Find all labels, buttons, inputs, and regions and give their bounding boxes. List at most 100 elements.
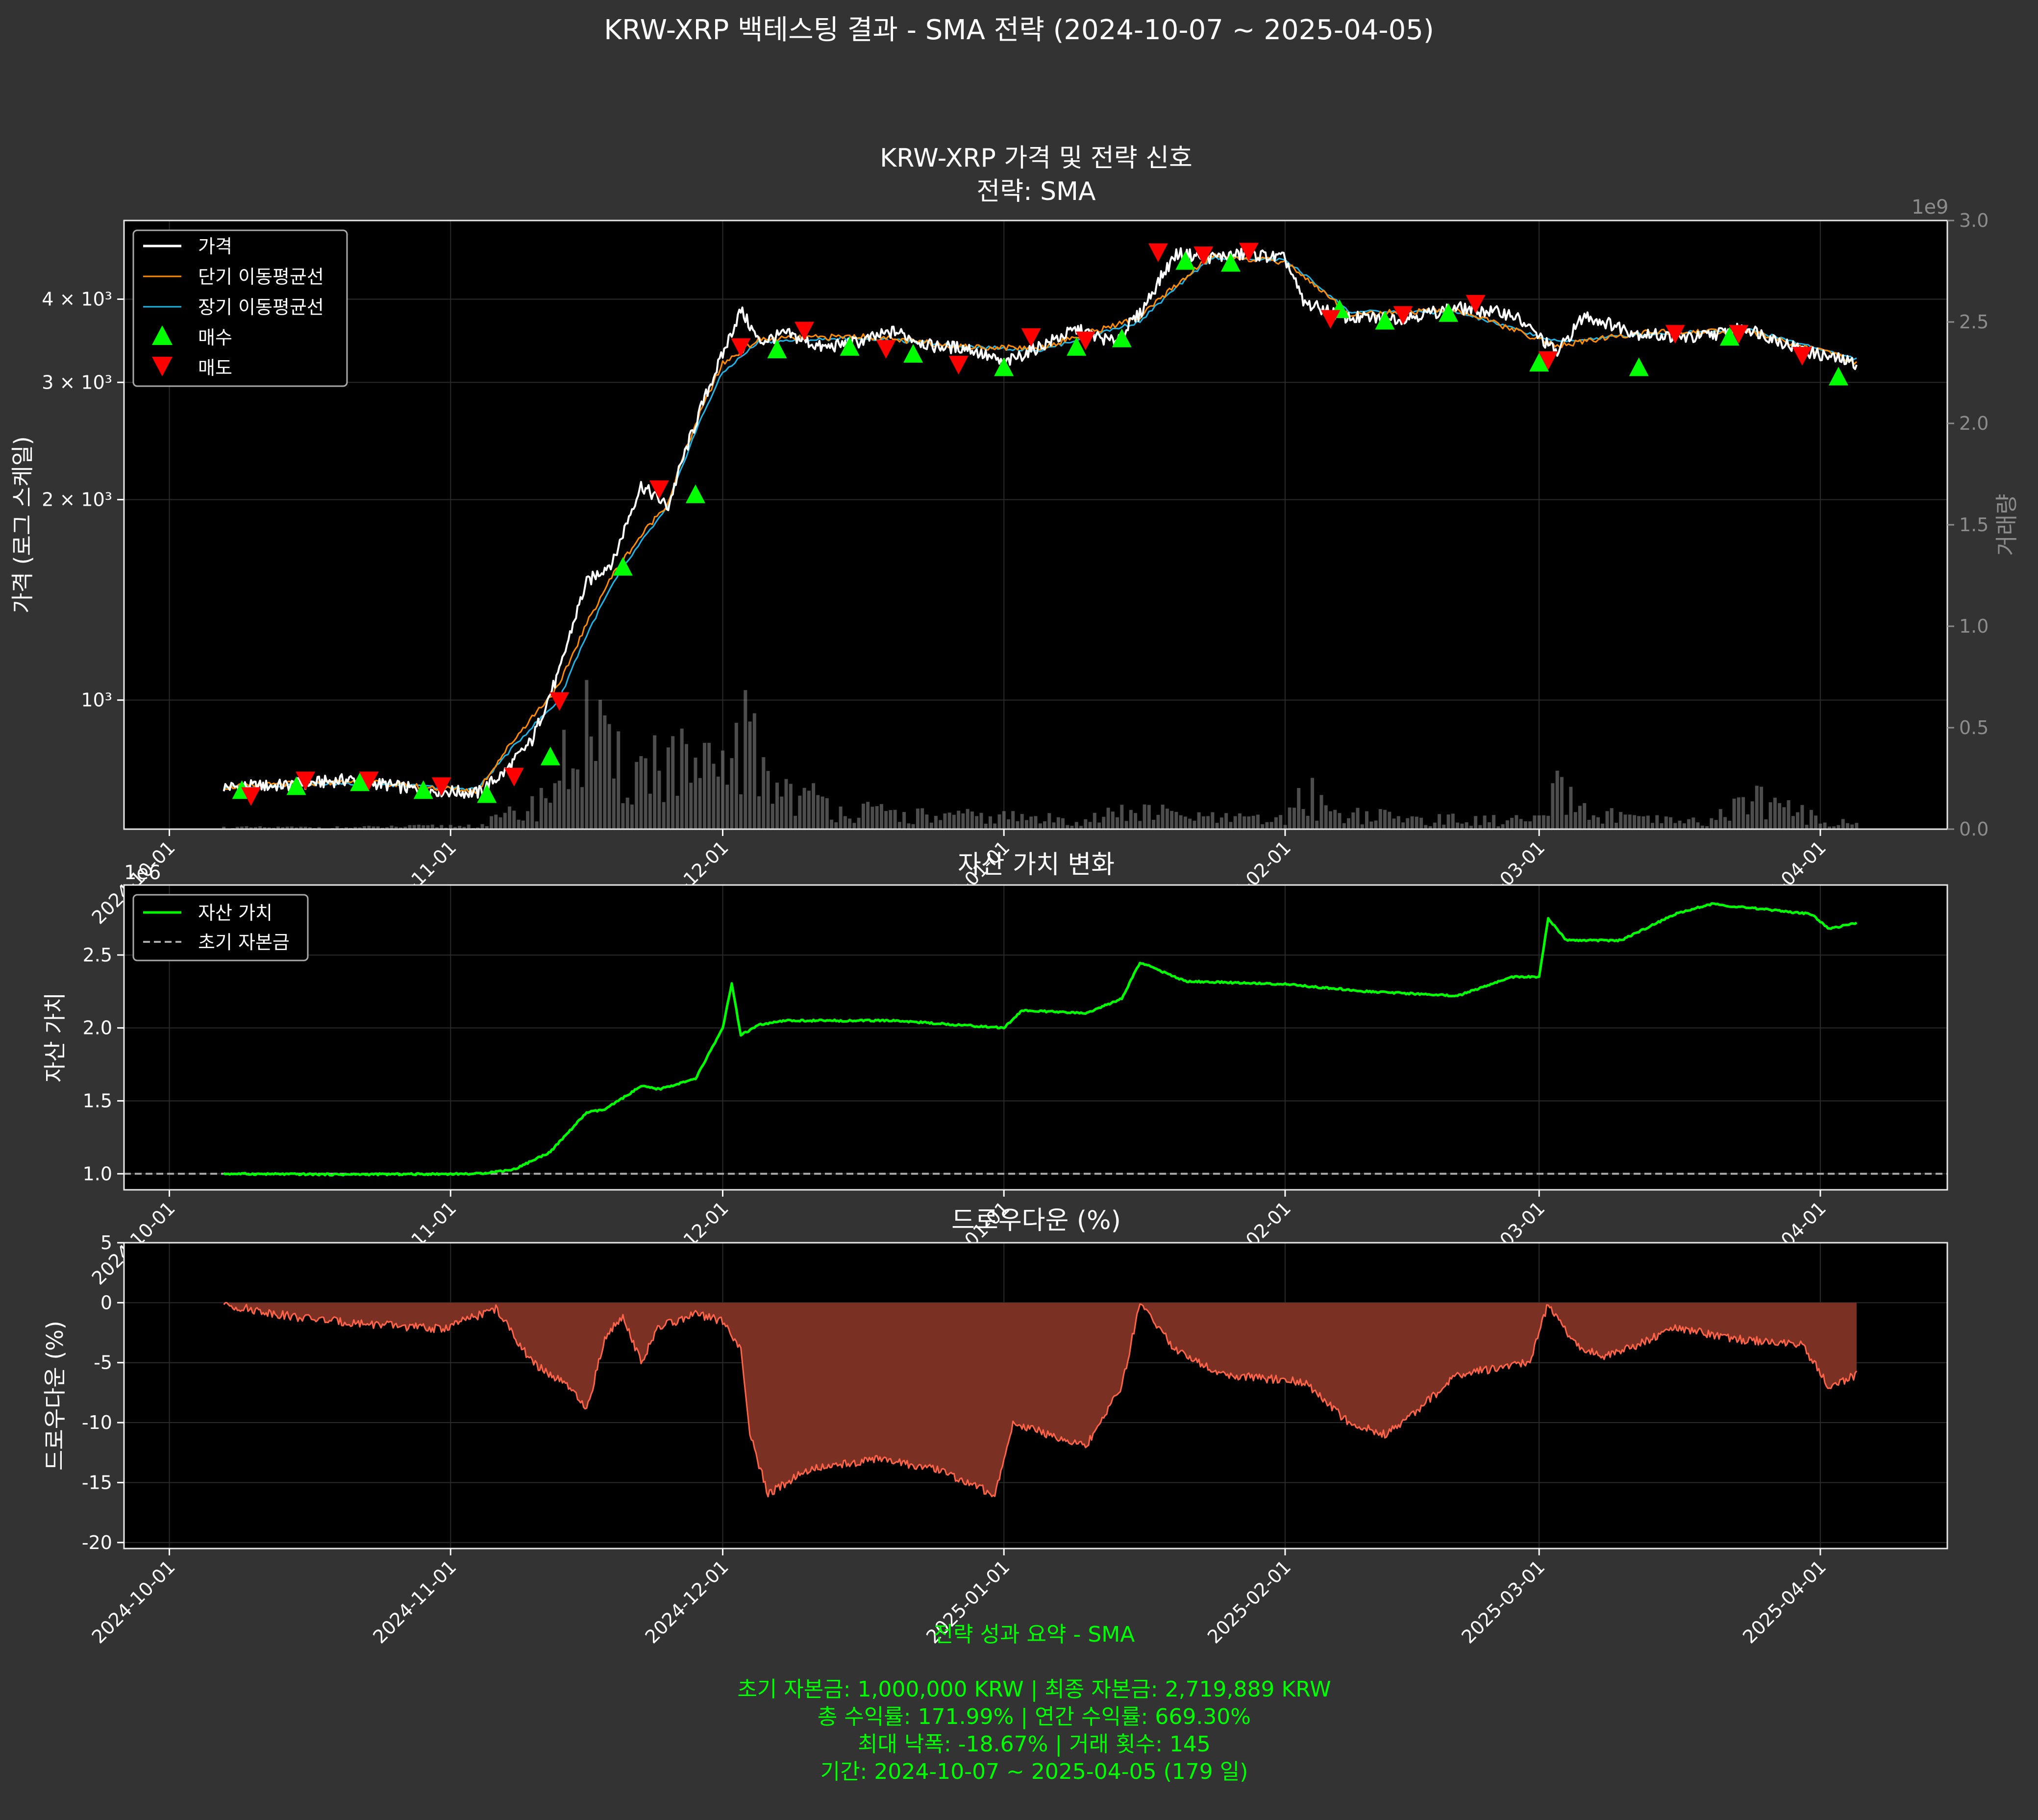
buy-signal-marker [994,357,1014,376]
buy-signal-marker [477,784,497,803]
summary-period: 기간: 2024-10-07 ~ 2025-04-05 (179 일) [820,1759,1248,1784]
sell-signal-marker [1075,331,1095,350]
legend-initial-label: 초기 자본금 [198,932,290,953]
buy-signal-marker [1529,353,1549,372]
sell-signal-marker [1538,351,1558,370]
sell-signal-marker [1729,325,1749,344]
buy-signal-marker [1719,327,1740,346]
sell-signal-marker [296,771,316,790]
buy-signal-marker [685,484,705,503]
y2-tick-label: 1.5 [1959,514,1988,536]
drawdown-y-ticks: 5 0 -5 -10 -15 -20 [82,1232,124,1553]
y-tick-label: 5 [100,1232,112,1254]
y-tick-label: 3 × 10³ [42,371,112,393]
price-legend-box [132,229,348,387]
legend-sell-marker [152,357,173,376]
legend-buy-marker [152,325,173,345]
sell-signal-marker [504,767,524,787]
buy-signal-marker [1112,328,1132,347]
equity-lines [124,902,1947,1177]
y-tick-label: 1.0 [83,1163,112,1184]
sell-signal-marker [795,321,815,341]
buy-signal-marker [1828,367,1848,386]
buy-signal-marker [1220,253,1241,272]
summary-title: 전략 성과 요약 - SMA [934,1622,1135,1647]
y-tick-label: -10 [82,1412,112,1433]
sell-signal-marker [948,356,969,375]
equity-legend: 자산 가치 초기 자본금 [132,894,309,961]
sell-signal-marker [649,480,669,499]
equity-offset-label: 1e6 [124,861,161,884]
sell-signal-marker [549,692,570,711]
equity-chart-title: 자산 가치 변화 [958,850,1115,880]
buy-signal-marker [613,557,633,576]
buy-signal-marker [350,772,370,791]
y2-tick-label: 0.0 [1959,818,1988,840]
sell-signal-marker [241,787,261,806]
sell-signal-marker [1021,328,1041,347]
buy-signal-marker [413,780,433,799]
equity-y-ticks: 1.0 1.5 2.0 2.5 [83,944,124,1184]
equity-line [223,902,1858,1177]
short-ma-line [224,253,1857,794]
price-plot-area [124,221,1947,829]
y-tick-label: 10³ [81,689,112,711]
price-chart-title: KRW-XRP 가격 및 전략 신호 [880,144,1193,173]
sell-signal-marker [1792,347,1812,366]
drawdown-y-axis-label: 드로우다운 (%) [42,1321,68,1471]
sell-signal-marker [731,338,751,357]
buy-signal-marker [286,776,306,795]
buy-signal-marker [903,344,923,363]
price-y-axis-label: 가격 (로그 스케일) [9,436,36,613]
trade-signals [232,243,1848,806]
drawdown-line [223,1302,1858,1498]
drawdown-area [223,1302,1858,1498]
equity-plot-area [124,885,1947,1190]
price-line [223,247,1858,799]
sell-signal-marker [1665,325,1685,344]
sell-signal-marker [876,340,896,359]
buy-signal-marker [767,340,787,359]
y-tick-label: -20 [82,1532,112,1553]
buy-signal-marker [1439,303,1459,322]
sell-signal-marker [359,771,379,790]
figure-suptitle: KRW-XRP 백테스팅 결과 - SMA 전략 (2024-10-07 ~ 2… [604,14,1434,46]
y2-tick-label: 2.5 [1959,311,1988,333]
buy-signal-marker [1629,357,1649,376]
volume-offset-label: 1e9 [1912,196,1949,219]
sell-signal-marker [1239,243,1259,262]
volume-y-ticks: 0.0 0.5 1.0 1.5 2.0 2.5 3.0 [1947,210,1988,840]
y2-tick-label: 2.0 [1959,413,1988,434]
buy-signal-marker [1175,251,1195,270]
y-tick-label: -15 [82,1472,112,1493]
y2-tick-label: 3.0 [1959,210,1988,231]
buy-signal-marker [1375,311,1395,330]
buy-signal-marker [1067,337,1087,356]
summary-capital: 초기 자본금: 1,000,000 KRW | 최종 자본금: 2,719,88… [737,1677,1331,1702]
price-y-ticks: 10³ 2 × 10³ 3 × 10³ 4 × 10³ [42,288,124,711]
drawdown-fill [224,1303,1857,1497]
sell-signal-marker [1320,310,1341,329]
y-tick-label: 0 [100,1292,112,1313]
legend-long-ma-label: 장기 이동평균선 [198,296,324,318]
y-tick-label: 2 × 10³ [42,489,112,511]
volume-y-axis-label: 거래량 [1993,494,2020,556]
legend-price-label: 가격 [198,236,232,257]
legend-sell-label: 매도 [198,357,232,379]
sell-signal-marker [1466,295,1486,314]
price-chart-subtitle: 전략: SMA [976,177,1096,206]
y2-tick-label: 0.5 [1959,717,1988,738]
volume-bar-series [222,680,1859,829]
equity-plot-frame [123,884,1948,1191]
legend-buy-label: 매수 [198,327,232,348]
volume-bars [222,680,1859,829]
y-tick-label: 1.5 [83,1090,112,1111]
price-panel: KRW-XRP 가격 및 전략 신호 전략: SMA 10³ 2 × 10³ 3 ×… [9,144,2020,929]
y-tick-label: -5 [94,1352,112,1374]
y-tick-label: 2.0 [83,1017,112,1039]
equity-y-axis-label: 자산 가치 [42,992,68,1082]
price-grid [124,221,1947,829]
summary-drawdown-trades: 최대 낙폭: -18.67% | 거래 횟수: 145 [858,1732,1211,1757]
price-legend: 가격 단기 이동평균선 장기 이동평균선 매수 매도 [132,229,348,387]
